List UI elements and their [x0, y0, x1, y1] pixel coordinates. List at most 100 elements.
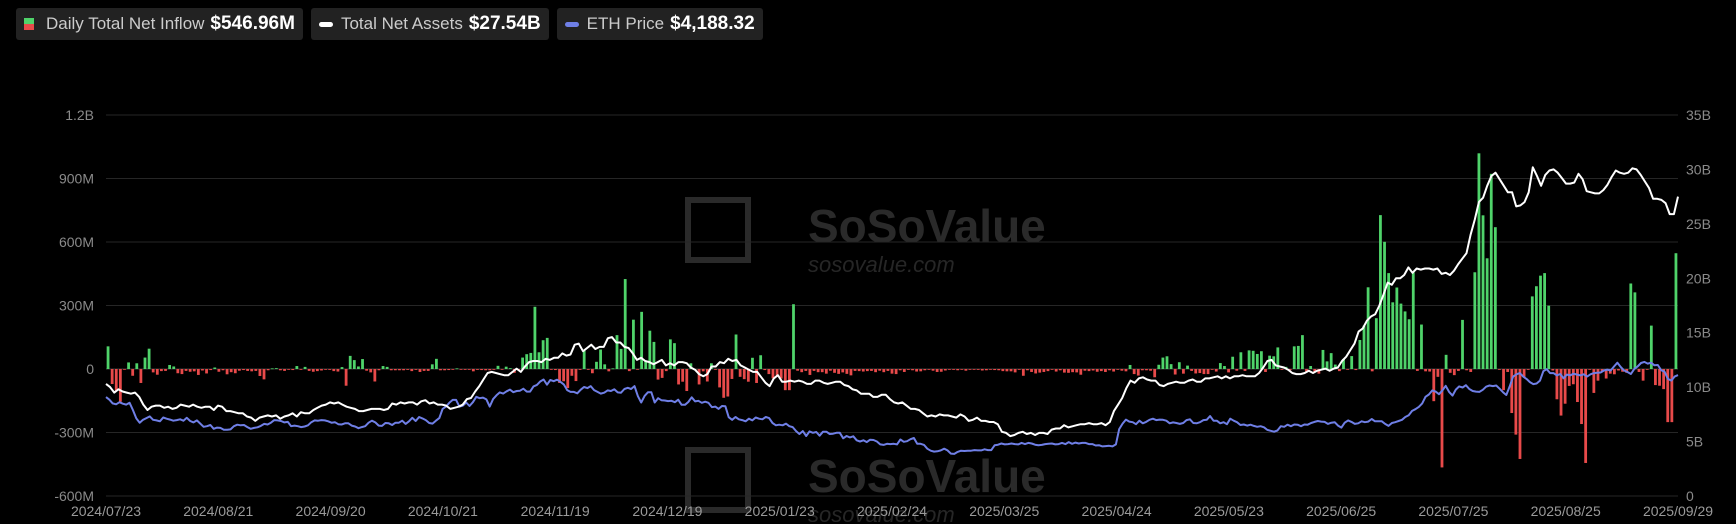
inflow-bar: [1005, 369, 1009, 372]
x-tick-label: 2024/10/21: [408, 503, 478, 519]
inflow-bar: [751, 357, 754, 369]
inflow-bar: [1296, 345, 1300, 369]
inflow-bar: [759, 355, 763, 369]
x-tick-label: 2025/02/24: [857, 503, 927, 519]
inflow-bar: [952, 369, 955, 370]
inflow-bar: [168, 364, 172, 369]
inflow-bar: [1042, 369, 1046, 372]
inflow-bar: [1477, 153, 1481, 369]
inflow-bar: [668, 339, 672, 369]
legend: Daily Total Net Inflow $546.96M Total Ne…: [16, 8, 763, 40]
inflow-bar: [1214, 369, 1218, 372]
inflow-bar: [1539, 275, 1542, 369]
inflow-bar: [1448, 369, 1452, 373]
inflow-bar: [201, 369, 204, 371]
watermark-logo-icon: [685, 197, 751, 263]
inflow-bar: [1227, 369, 1230, 373]
inflow-bar: [1588, 369, 1592, 370]
watermark-brand: SoSoValue: [808, 200, 1046, 252]
inflow-bar: [931, 369, 935, 371]
inflow-bar: [956, 369, 960, 371]
inflow-bar: [632, 319, 635, 369]
inflow-bar: [1510, 369, 1514, 414]
inflow-bar: [874, 369, 877, 373]
legend-inflow[interactable]: Daily Total Net Inflow $546.96M: [16, 8, 303, 40]
inflow-bar: [919, 369, 923, 372]
inflow-bar: [1633, 292, 1637, 369]
legend-price[interactable]: ETH Price $4,188.32: [556, 8, 763, 40]
inflow-bar: [110, 369, 114, 385]
inflow-bar: [1177, 362, 1181, 369]
inflow-bar: [1629, 283, 1633, 369]
inflow-bar: [1457, 369, 1460, 371]
inflow-bar: [504, 366, 508, 369]
inflow-bar: [1403, 311, 1407, 369]
inflow-swatch-icon: [24, 18, 34, 30]
inflow-bar: [418, 369, 422, 372]
inflow-bar: [229, 369, 233, 373]
inflow-bar: [274, 368, 278, 369]
inflow-bar: [673, 343, 676, 369]
legend-assets[interactable]: Total Net Assets $27.54B: [310, 8, 549, 40]
inflow-bar: [1235, 369, 1239, 371]
inflow-bar: [1596, 369, 1600, 381]
inflow-bar: [176, 369, 180, 374]
inflow-bar: [714, 369, 717, 370]
inflow-bar: [1666, 369, 1670, 423]
inflow-bar: [623, 279, 627, 369]
inflow-bar: [1366, 287, 1370, 369]
inflow-bar: [1095, 369, 1099, 372]
legend-inflow-label: Daily Total Net Inflow: [46, 14, 205, 33]
inflow-bar: [1079, 369, 1083, 375]
y-left-tick-label: 0: [86, 361, 94, 377]
inflow-bar: [1309, 366, 1313, 369]
inflow-bar: [287, 369, 291, 370]
inflow-bar: [1186, 365, 1189, 369]
inflow-bar: [1370, 369, 1374, 372]
legend-price-value: $4,188.32: [670, 13, 755, 34]
inflow-bar: [1440, 369, 1444, 468]
inflow-bar: [586, 369, 590, 370]
inflow-bar: [611, 368, 615, 370]
inflow-bar: [1247, 350, 1251, 369]
inflow-bar: [549, 369, 553, 370]
inflow-bar: [1182, 369, 1185, 374]
x-tick-label: 2025/06/25: [1306, 503, 1376, 519]
inflow-bar: [291, 369, 295, 371]
inflow-bar: [1112, 369, 1116, 372]
inflow-bar: [997, 369, 1001, 371]
inflow-bar: [1120, 369, 1124, 371]
inflow-bar: [837, 369, 841, 374]
inflow-bar: [627, 369, 631, 372]
inflow-bar: [1551, 369, 1555, 371]
inflow-bar: [205, 369, 208, 374]
inflow-bar: [730, 369, 734, 379]
inflow-bar: [1198, 369, 1202, 374]
inflow-bar: [1580, 369, 1583, 425]
y-left-tick-label: 1.2B: [65, 107, 94, 123]
inflow-bar: [1674, 253, 1678, 369]
inflow-bar: [1017, 369, 1021, 370]
inflow-bar: [1021, 369, 1025, 376]
inflow-bar: [541, 340, 545, 369]
inflow-bar: [1469, 369, 1473, 372]
inflow-bar: [1543, 273, 1547, 369]
inflow-bar: [1612, 369, 1616, 375]
inflow-bar: [143, 357, 147, 369]
inflow-bar: [1329, 353, 1333, 369]
inflow-bar: [1358, 340, 1362, 369]
inflow-bar: [985, 369, 988, 371]
inflow-bar: [746, 369, 750, 382]
inflow-bar: [192, 369, 196, 372]
inflow-bar: [1116, 369, 1120, 370]
inflow-bar: [812, 369, 816, 371]
inflow-bar: [775, 369, 779, 376]
inflow-bar: [295, 366, 299, 369]
x-tick-label: 2025/09/29: [1643, 503, 1713, 519]
inflow-bar: [283, 369, 286, 371]
inflow-bar: [849, 369, 853, 376]
inflow-bar: [1333, 364, 1337, 369]
inflow-bar: [410, 369, 414, 372]
inflow-bar: [980, 369, 984, 371]
